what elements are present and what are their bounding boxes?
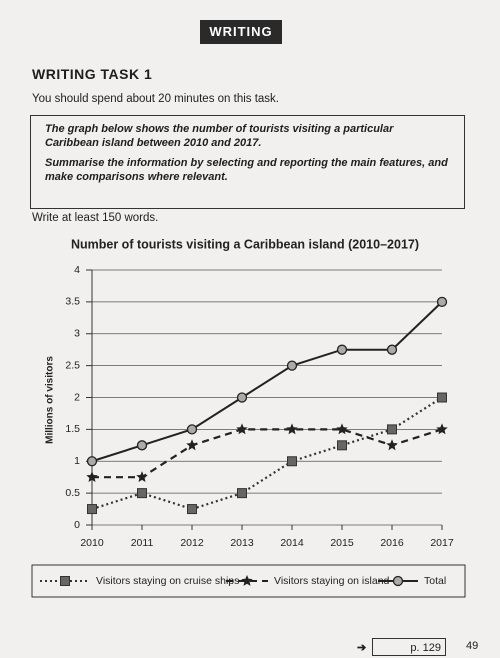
- series-line: [92, 428, 443, 479]
- section-badge: WRITING: [200, 20, 282, 44]
- marker: [286, 423, 298, 435]
- y-tick-label: 0: [74, 519, 80, 531]
- prompt-box: The graph below shows the number of tour…: [30, 115, 465, 209]
- x-tick-label: 2013: [230, 537, 254, 549]
- marker: [187, 504, 197, 515]
- legend-label: Visitors staying on cruise ships: [96, 575, 239, 587]
- page-number: 49: [466, 640, 479, 652]
- y-tick-label: 4: [74, 264, 80, 276]
- y-tick-label: 3.5: [65, 296, 80, 308]
- marker: [386, 439, 398, 451]
- instruction: You should spend about 20 minutes on thi…: [32, 93, 279, 105]
- marker: [437, 392, 447, 403]
- chart-title: Number of tourists visiting a Caribbean …: [71, 237, 419, 251]
- x-tick-label: 2014: [280, 537, 304, 549]
- y-tick-label: 1.5: [65, 423, 80, 435]
- legend-marker: [241, 575, 253, 586]
- legend-label: Visitors staying on island: [274, 575, 390, 587]
- marker: [137, 488, 147, 499]
- y-tick-label: 3: [74, 328, 80, 340]
- task-title: WRITING TASK 1: [32, 66, 153, 82]
- arrow-icon: ➔: [357, 642, 367, 654]
- marker: [436, 423, 448, 435]
- prompt-text: Summarise the information by selecting a…: [45, 157, 448, 183]
- marker: [386, 344, 398, 355]
- marker: [136, 471, 148, 482]
- legend-label: Total: [424, 575, 446, 587]
- marker: [86, 456, 98, 467]
- prompt-text: The graph below shows the number of tour…: [45, 123, 394, 149]
- y-tick-label: 2: [74, 391, 80, 403]
- marker: [86, 471, 98, 482]
- marker: [336, 423, 348, 435]
- x-tick-label: 2010: [80, 537, 104, 549]
- marker: [387, 424, 397, 435]
- marker: [337, 440, 347, 451]
- y-tick-label: 2.5: [65, 359, 80, 371]
- marker: [186, 439, 198, 451]
- y-tick-label: 0.5: [65, 487, 80, 499]
- marker: [286, 360, 298, 371]
- marker: [186, 424, 198, 435]
- marker: [336, 344, 348, 355]
- marker: [236, 423, 248, 435]
- x-tick-label: 2015: [330, 537, 354, 549]
- y-axis-label: Millions of visitors: [45, 356, 56, 444]
- x-tick-label: 2011: [131, 537, 154, 549]
- page-reference: ➔ p. 129: [357, 638, 446, 656]
- marker: [287, 456, 297, 467]
- marker: [237, 488, 247, 499]
- legend-marker: [60, 576, 70, 586]
- marker: [136, 440, 148, 451]
- x-tick-label: 2017: [430, 537, 454, 549]
- x-tick-label: 2012: [180, 537, 204, 549]
- word-count: Write at least 150 words.: [32, 212, 159, 224]
- marker: [236, 392, 248, 403]
- series-line: [91, 301, 443, 463]
- series-line: [91, 396, 443, 511]
- y-tick-label: 1: [74, 455, 80, 467]
- legend-marker: [392, 575, 404, 587]
- x-tick-label: 2016: [380, 537, 404, 549]
- marker: [87, 504, 97, 515]
- page-ref-text: p. 129: [410, 642, 441, 654]
- marker: [436, 296, 448, 308]
- legend-box: [31, 564, 466, 598]
